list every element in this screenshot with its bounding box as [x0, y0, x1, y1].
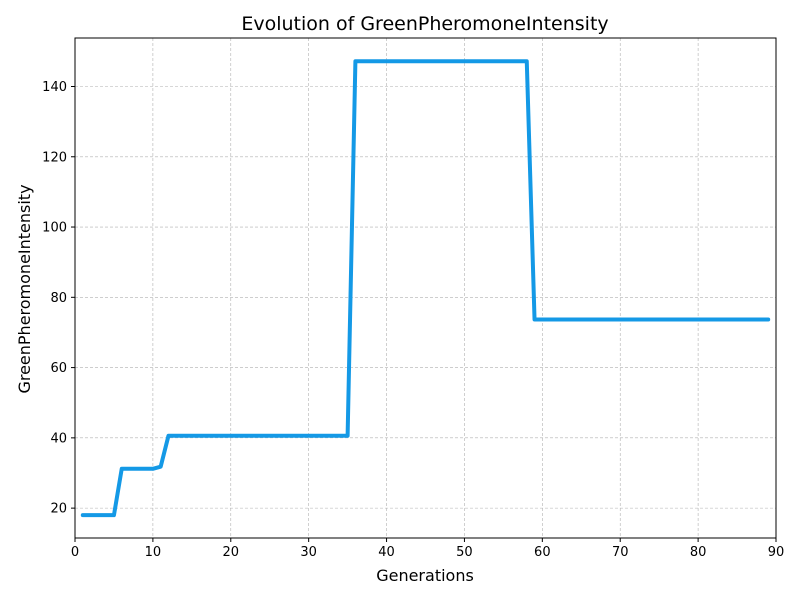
- x-tick-label: 0: [71, 545, 79, 560]
- y-tick-label: 60: [50, 361, 67, 376]
- x-tick-label: 80: [690, 545, 707, 560]
- y-axis-ticks: 20 40 60 80 100 120 140: [42, 80, 75, 517]
- x-axis-ticks: 0 10 20 30 40 50 60 70 80 90: [71, 538, 784, 560]
- series-layer: [80, 59, 771, 518]
- series-line: [80, 59, 771, 518]
- y-tick-label: 80: [50, 291, 67, 306]
- y-tick-label: 140: [42, 80, 67, 95]
- x-tick-label: 30: [300, 545, 317, 560]
- x-tick-label: 90: [768, 545, 785, 560]
- y-tick-label: 20: [50, 502, 67, 517]
- x-tick-label: 40: [378, 545, 395, 560]
- chart-title: Evolution of GreenPheromoneIntensity: [241, 13, 608, 35]
- plot-frame: [74, 37, 777, 539]
- x-axis-title: Generations: [376, 566, 474, 585]
- x-tick-label: 50: [456, 545, 473, 560]
- grid-lines: [75, 38, 776, 538]
- x-tick-label: 60: [534, 545, 551, 560]
- x-tick-label: 20: [223, 545, 240, 560]
- y-tick-label: 100: [42, 221, 67, 236]
- x-tick-label: 70: [612, 545, 629, 560]
- y-tick-label: 40: [50, 431, 67, 446]
- y-tick-label: 120: [42, 150, 67, 165]
- y-axis-title: GreenPheromoneIntensity: [15, 184, 34, 393]
- x-tick-label: 10: [145, 545, 162, 560]
